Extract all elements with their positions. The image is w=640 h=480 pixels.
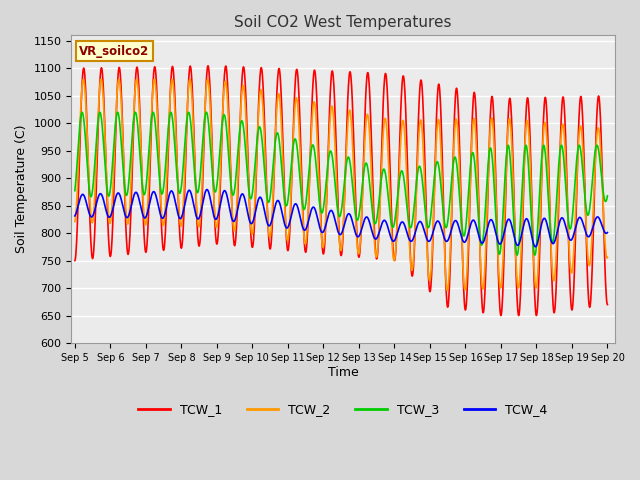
- Legend: TCW_1, TCW_2, TCW_3, TCW_4: TCW_1, TCW_2, TCW_3, TCW_4: [133, 398, 552, 421]
- Text: VR_soilco2: VR_soilco2: [79, 45, 150, 58]
- Title: Soil CO2 West Temperatures: Soil CO2 West Temperatures: [234, 15, 452, 30]
- X-axis label: Time: Time: [328, 365, 358, 379]
- Y-axis label: Soil Temperature (C): Soil Temperature (C): [15, 125, 28, 253]
